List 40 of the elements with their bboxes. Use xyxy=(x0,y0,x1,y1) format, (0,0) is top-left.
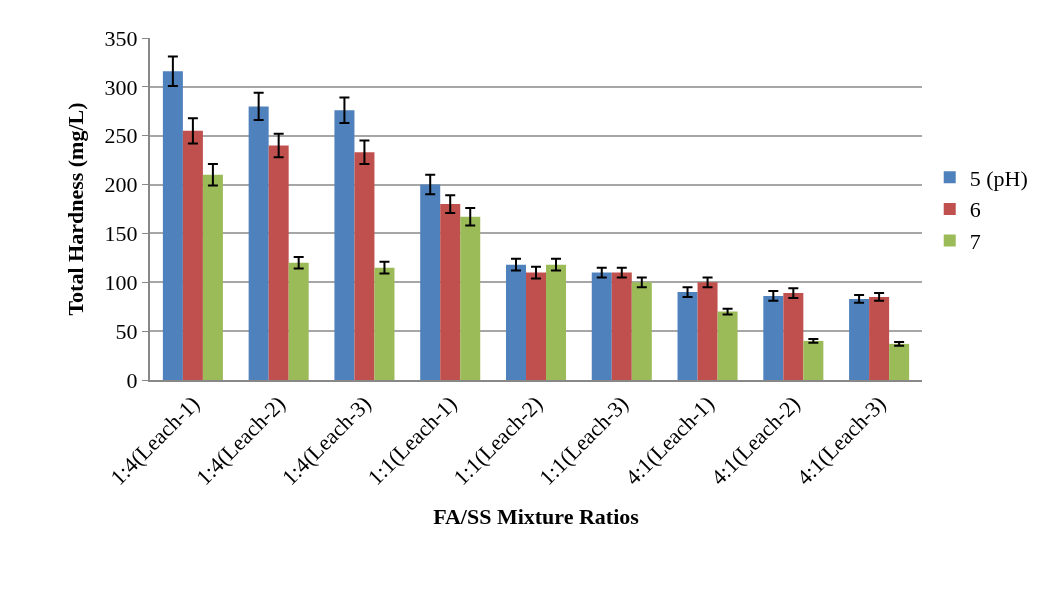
bar xyxy=(546,264,567,380)
bar xyxy=(288,262,309,380)
bar xyxy=(763,295,784,380)
bar xyxy=(202,174,223,380)
bar xyxy=(162,71,183,380)
bar xyxy=(803,340,824,380)
bar xyxy=(591,272,612,380)
y-tick-label: 150 xyxy=(104,221,138,247)
bar xyxy=(334,110,355,380)
y-tick-label: 100 xyxy=(104,269,138,295)
bar xyxy=(460,216,481,380)
bar xyxy=(374,267,395,380)
legend-label: 5 (pH) xyxy=(969,165,1028,191)
bar xyxy=(248,106,269,380)
bar xyxy=(354,152,375,380)
bar xyxy=(677,292,698,380)
bar xyxy=(182,130,203,380)
bar xyxy=(525,272,547,380)
bar xyxy=(611,272,632,380)
y-tick-label: 250 xyxy=(104,123,138,149)
bar xyxy=(783,293,804,380)
legend-label: 6 xyxy=(969,197,981,223)
bar xyxy=(505,264,526,380)
y-tick-label: 350 xyxy=(104,25,138,51)
bar xyxy=(631,282,652,380)
bar xyxy=(889,343,910,380)
y-tick-label: 300 xyxy=(104,74,138,100)
y-tick-label: 0 xyxy=(126,367,138,393)
x-axis-title: FA/SS Mixture Ratios xyxy=(433,504,640,530)
y-axis-title: Total Hardness (mg/L) xyxy=(62,102,88,316)
legend-label: 7 xyxy=(969,229,981,255)
y-tick-label: 50 xyxy=(115,318,138,344)
bar xyxy=(420,184,441,380)
bar xyxy=(869,296,890,380)
bar xyxy=(849,298,870,380)
bar xyxy=(268,145,289,380)
y-tick-label: 200 xyxy=(104,172,138,198)
bar xyxy=(440,204,461,380)
bar xyxy=(717,311,738,380)
bar xyxy=(697,282,718,380)
